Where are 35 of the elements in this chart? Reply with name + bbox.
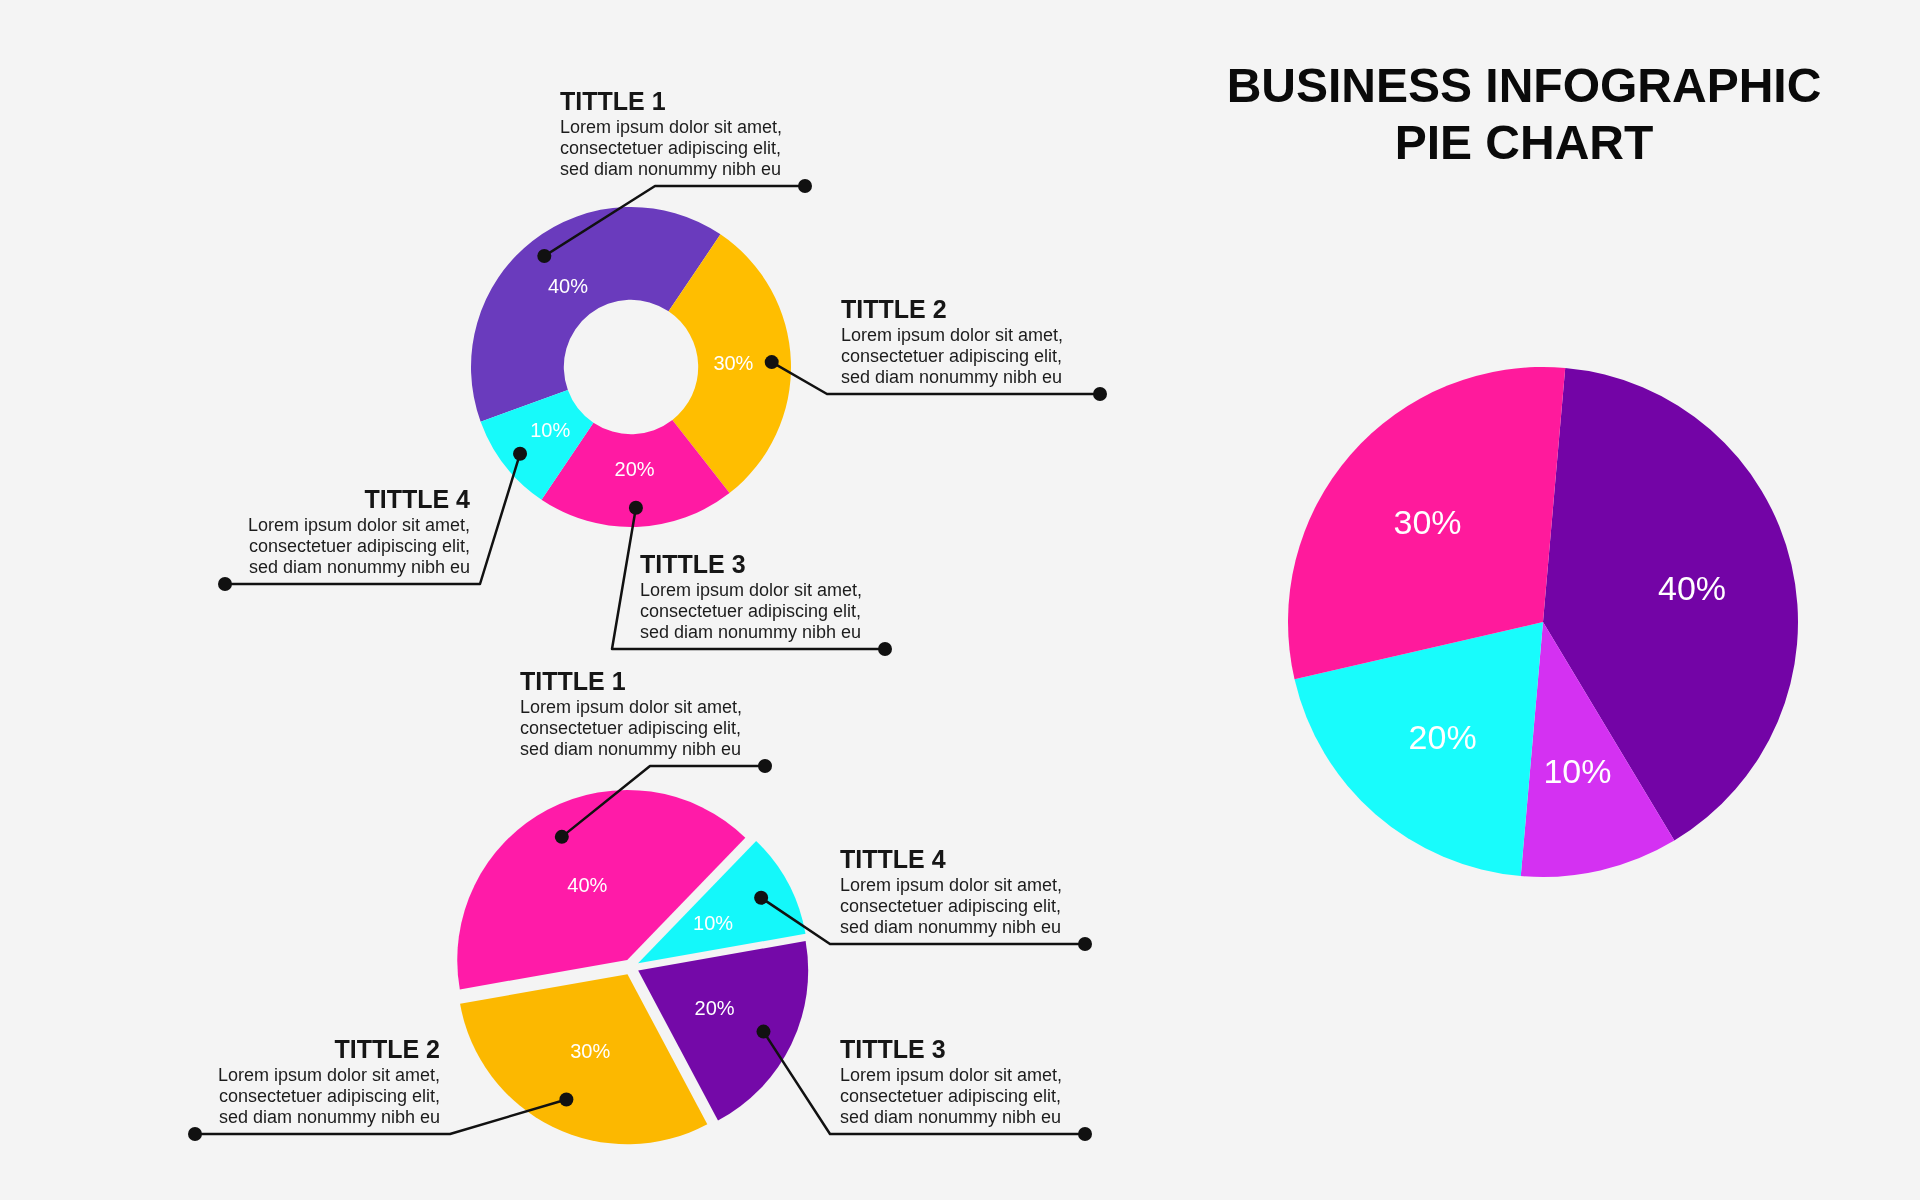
data-label: 20% xyxy=(1408,718,1477,757)
text: Lorem ipsum dolor sit amet, consectetuer adipiscing elit, sed diam nonummy nibh eu xyxy=(840,875,1063,937)
data-label: 20% xyxy=(694,996,735,1019)
slice-label: TITTLE 3 xyxy=(640,550,746,578)
donut-slice xyxy=(480,389,594,500)
text: Lorem ipsum dolor sit amet, consectetuer adipiscing elit, sed diam nonummy nibh eu xyxy=(217,1065,440,1127)
data-label: 20% xyxy=(614,458,655,481)
pie-slice xyxy=(1520,622,1675,877)
data-label: 10% xyxy=(1543,752,1612,791)
text: Lorem ipsum dolor sit amet, consectetuer adipiscing elit, sed diam nonummy nibh eu xyxy=(640,580,863,642)
data-label: 40% xyxy=(1658,568,1727,607)
slice-label: TITTLE 1 xyxy=(520,667,626,695)
data-label: 10% xyxy=(693,912,734,935)
data-label: 40% xyxy=(547,275,589,298)
data-label: 10% xyxy=(530,419,571,442)
data-label: 30% xyxy=(570,1039,611,1062)
text: Lorem ipsum dolor sit amet, consectetuer adipiscing elit, sed diam nonummy nibh eu xyxy=(560,117,783,179)
data-label: 30% xyxy=(1393,502,1462,541)
pie-slice xyxy=(1294,622,1543,877)
text: Lorem ipsum dolor sit amet, consectetuer adipiscing elit, sed diam nonummy nibh eu xyxy=(520,697,743,759)
pie-slice xyxy=(1288,367,1566,680)
donut-slice xyxy=(668,234,791,494)
data-label: 30% xyxy=(713,352,754,375)
data-label: 40% xyxy=(567,873,608,896)
chart-title: BUSINESS INFOGRAPHIC PIE CHART xyxy=(1226,59,1822,169)
slice-label: TITTLE 2 xyxy=(334,1035,440,1063)
slice-label: TITTLE 4 xyxy=(364,485,471,513)
slice-label: TITTLE 1 xyxy=(560,87,666,115)
pie-slice xyxy=(1543,367,1798,841)
slice-label: TITTLE 4 xyxy=(840,845,946,873)
slice-label: TITTLE 2 xyxy=(841,295,947,323)
text: Lorem ipsum dolor sit amet, consectetuer adipiscing elit, sed diam nonummy nibh eu xyxy=(247,515,470,577)
text: Lorem ipsum dolor sit amet, consectetuer adipiscing elit, sed diam nonummy nibh eu xyxy=(840,1065,1063,1127)
text: Lorem ipsum dolor sit amet, consectetuer adipiscing elit, sed diam nonummy nibh eu xyxy=(841,325,1064,387)
slice-label: TITTLE 3 xyxy=(840,1035,946,1063)
